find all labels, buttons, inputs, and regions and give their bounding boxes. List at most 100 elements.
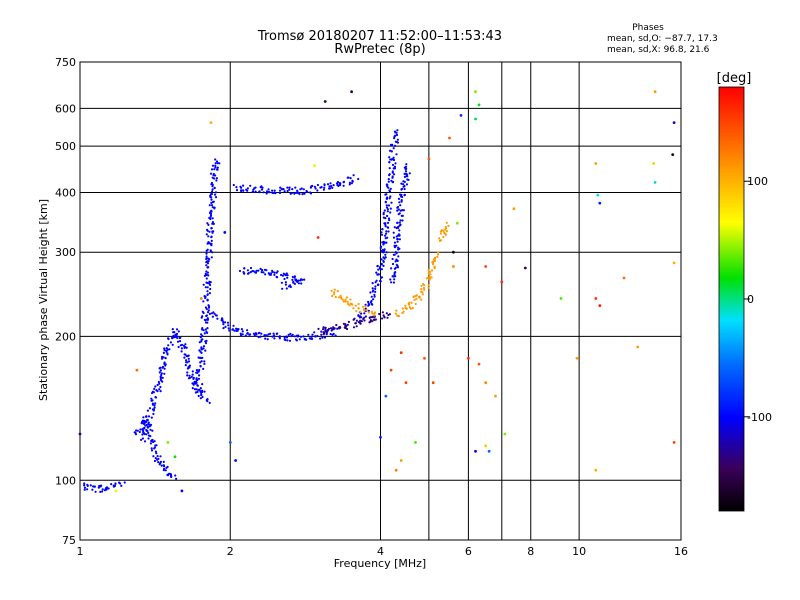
data-point: [299, 335, 303, 338]
data-point: [238, 269, 242, 273]
data-point: [390, 281, 393, 284]
data-point: [391, 175, 394, 178]
data-point: [370, 299, 373, 303]
data-point: [162, 460, 165, 463]
data-point: [295, 191, 298, 194]
data-point: [427, 284, 430, 287]
data-point: [206, 298, 209, 301]
data-point: [402, 183, 405, 186]
data-point: [380, 268, 383, 271]
x-tick-label: 10: [572, 545, 586, 558]
data-point: [273, 337, 276, 340]
data-point: [371, 312, 374, 315]
data-point: [317, 327, 320, 330]
data-point: [245, 188, 248, 191]
data-point: [275, 275, 278, 279]
data-point: [398, 221, 401, 224]
data-point: [296, 335, 299, 338]
data-point: [323, 332, 326, 335]
data-point: [158, 382, 161, 385]
data-point: [300, 187, 303, 190]
data-point: [386, 208, 389, 211]
data-point: [297, 282, 300, 285]
data-point: [401, 307, 404, 310]
data-point: [394, 266, 397, 269]
data-point: [153, 387, 156, 390]
data-point: [155, 389, 158, 392]
data-point: [343, 326, 346, 329]
data-point: [383, 248, 386, 251]
data-point: [393, 144, 397, 147]
data-point: [392, 158, 396, 162]
data-point: [175, 328, 179, 331]
data-point: [210, 236, 213, 239]
data-point: [412, 295, 415, 298]
data-point: [162, 469, 165, 472]
data-point: [171, 343, 174, 346]
data-point: [396, 221, 399, 224]
data-point: [147, 431, 150, 434]
data-point: [389, 278, 392, 281]
data-point: [270, 272, 273, 275]
data-point: [377, 283, 380, 286]
data-point: [254, 190, 257, 193]
data-point: [429, 273, 432, 276]
x-tick-label: 1: [77, 545, 84, 558]
data-point: [154, 444, 157, 447]
data-point: [213, 168, 216, 171]
data-point: [205, 277, 208, 280]
data-point: [298, 192, 301, 196]
data-point: [159, 366, 162, 369]
data-point: [384, 253, 387, 256]
data-point: [274, 192, 277, 195]
data-point: [397, 233, 401, 236]
data-point: [348, 181, 352, 184]
data-point: [330, 185, 333, 188]
data-point: [246, 269, 249, 272]
data-point: [388, 197, 391, 200]
data-point: [405, 173, 409, 176]
data-point: [211, 315, 214, 318]
data-point: [405, 163, 408, 166]
data-point: [204, 321, 208, 324]
data-point: [83, 488, 86, 491]
data-point: [205, 252, 208, 255]
data-point: [237, 328, 240, 331]
data-point: [204, 306, 207, 309]
data-point: [206, 271, 209, 274]
data-point: [394, 162, 397, 165]
data-point: [365, 309, 368, 312]
data-point: [290, 192, 293, 195]
data-point: [484, 381, 488, 385]
chart-subtitle: RwPretec (8p): [334, 42, 425, 57]
data-point: [260, 332, 263, 335]
data-point: [398, 201, 401, 204]
data-point: [200, 360, 203, 363]
data-point: [336, 180, 340, 184]
data-point: [313, 331, 316, 334]
stats-o-line: mean, sd,O: −87.7, 17.3: [607, 34, 718, 44]
data-point: [367, 304, 370, 307]
data-point: [431, 269, 434, 272]
data-point: [394, 312, 397, 315]
data-point: [387, 230, 390, 233]
data-point: [169, 474, 173, 477]
data-point: [377, 273, 380, 276]
data-point: [389, 368, 393, 372]
data-point: [159, 375, 162, 378]
data-point: [398, 247, 401, 250]
data-point: [207, 309, 210, 312]
data-point: [406, 178, 409, 181]
data-point: [202, 300, 205, 303]
data-point: [199, 387, 202, 390]
data-point: [285, 336, 289, 339]
data-point: [199, 364, 202, 368]
data-point: [257, 336, 260, 339]
data-point: [512, 207, 516, 211]
data-point: [293, 192, 296, 195]
data-point: [323, 184, 326, 187]
data-point: [360, 316, 363, 319]
data-point: [207, 235, 210, 238]
data-point: [273, 334, 276, 337]
data-point: [363, 319, 366, 322]
